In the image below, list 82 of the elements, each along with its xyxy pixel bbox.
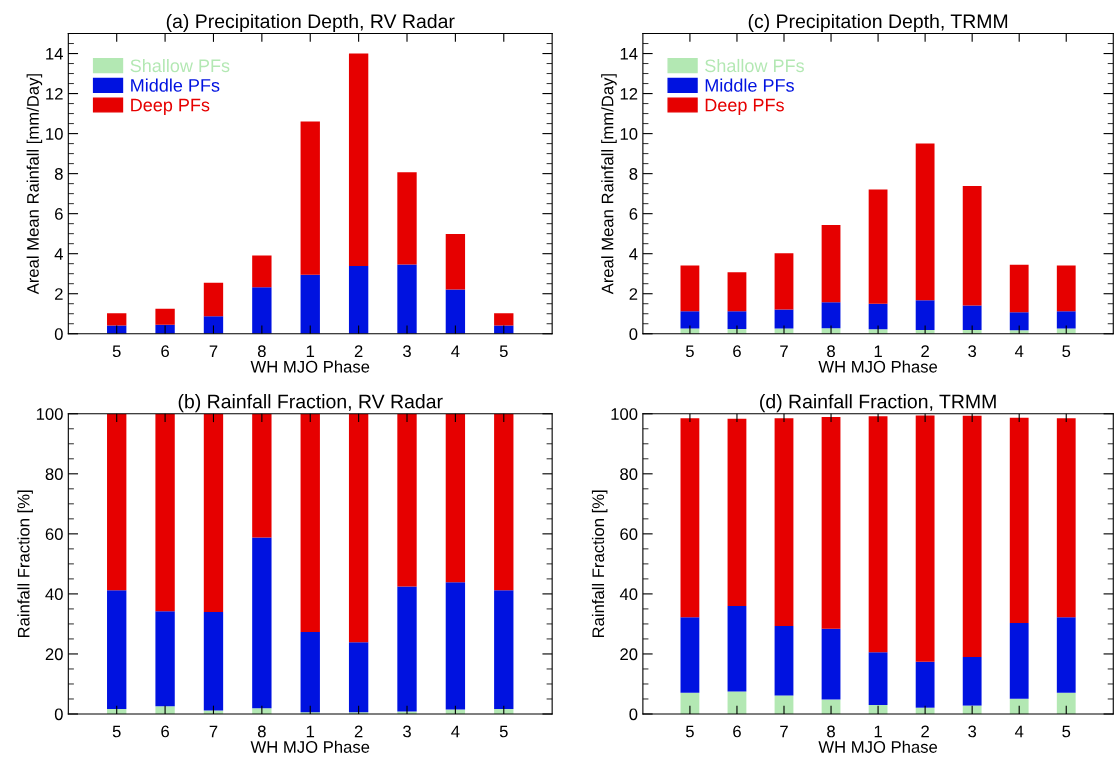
x-tick-label: 8 xyxy=(827,725,835,738)
x-axis-title: WH MJO Phase xyxy=(818,740,938,753)
legend-label: Deep PFs xyxy=(131,98,210,115)
x-tick-label: 7 xyxy=(209,725,218,738)
y-tick-label: 60 xyxy=(45,528,63,541)
y-tick-label: 40 xyxy=(45,588,63,601)
legend-label: Middle PFs xyxy=(131,78,220,92)
x-tick-label: 6 xyxy=(161,345,169,358)
y-tick-label: 14 xyxy=(46,48,63,60)
x-tick-label: 4 xyxy=(1014,345,1024,357)
x-tick-label: 8 xyxy=(827,345,835,358)
x-tick-label: 1 xyxy=(874,725,882,738)
x-tick-label: 5 xyxy=(1062,345,1071,358)
x-tick-label: 5 xyxy=(1062,725,1071,738)
x-tick-label: 3 xyxy=(968,725,977,738)
legend-label: Shallow PFs xyxy=(130,58,230,73)
y-tick-label: 8 xyxy=(629,168,638,180)
y-tick-label: 8 xyxy=(54,168,63,180)
y-tick-label: 2 xyxy=(55,288,63,300)
x-tick-label: 3 xyxy=(403,345,411,358)
x-tick-label: 5 xyxy=(499,725,508,738)
x-tick-label: 7 xyxy=(209,345,218,357)
x-tick-label: 6 xyxy=(733,725,741,738)
x-axis-title: WH MJO Phase xyxy=(250,740,370,753)
y-axis-title: Rainfall Fraction [%] xyxy=(591,490,608,638)
x-tick-label: 3 xyxy=(968,345,977,358)
x-tick-label: 6 xyxy=(733,345,741,358)
chart-title: (a) Precipitation Depth, RV Radar xyxy=(166,13,455,33)
x-tick-label: 8 xyxy=(257,725,266,738)
y-tick-label: 20 xyxy=(620,648,638,661)
x-tick-label: 7 xyxy=(780,345,788,357)
y-tick-label: 80 xyxy=(45,468,63,481)
legend-label: Shallow PFs xyxy=(705,58,804,73)
y-tick-label: 80 xyxy=(620,468,638,481)
y-axis-title: Rainfall Fraction [%] xyxy=(17,490,33,638)
y-tick-label: 10 xyxy=(620,128,638,140)
y-tick-label: 0 xyxy=(54,708,63,721)
legend-label: Middle PFs xyxy=(705,78,794,92)
x-axis-title: WH MJO Phase xyxy=(818,360,938,373)
y-tick-label: 4 xyxy=(54,248,63,260)
y-tick-label: 14 xyxy=(620,48,638,60)
x-tick-label: 3 xyxy=(403,725,411,738)
x-tick-label: 2 xyxy=(921,725,929,738)
x-tick-label: 2 xyxy=(354,345,363,357)
x-tick-label: 7 xyxy=(780,725,788,738)
y-tick-label: 100 xyxy=(611,408,638,420)
y-tick-label: 20 xyxy=(45,648,63,661)
y-axis-title: Areal Mean Rainfall [mm/Day] xyxy=(26,74,43,295)
legend-label: Deep PFs xyxy=(705,98,784,115)
y-tick-label: 40 xyxy=(619,588,638,601)
x-tick-label: 1 xyxy=(306,345,315,357)
x-tick-label: 4 xyxy=(451,345,460,357)
chart-title: (d) Rainfall Fraction, TRMM xyxy=(760,394,996,413)
y-tick-label: 0 xyxy=(629,328,638,340)
x-tick-label: 1 xyxy=(306,725,315,738)
y-tick-label: 2 xyxy=(629,288,638,300)
x-tick-label: 2 xyxy=(921,345,929,357)
x-tick-label: 4 xyxy=(1014,725,1024,738)
chart-title: (b) Rainfall Fraction, RV Radar xyxy=(178,394,443,413)
x-tick-label: 6 xyxy=(161,725,169,738)
x-axis-title: WH MJO Phase xyxy=(250,360,370,373)
y-tick-label: 6 xyxy=(55,208,63,220)
y-tick-label: 100 xyxy=(36,408,63,420)
x-tick-label: 5 xyxy=(685,725,694,738)
x-tick-label: 5 xyxy=(112,345,121,358)
x-tick-label: 5 xyxy=(499,345,508,358)
x-tick-label: 2 xyxy=(354,725,363,738)
y-tick-label: 0 xyxy=(54,328,63,340)
x-tick-label: 1 xyxy=(874,345,882,357)
y-tick-label: 12 xyxy=(620,87,638,100)
y-tick-label: 12 xyxy=(46,87,63,100)
y-tick-label: 60 xyxy=(620,528,638,541)
y-tick-label: 10 xyxy=(46,128,63,140)
x-tick-label: 4 xyxy=(451,725,460,738)
x-tick-label: 8 xyxy=(257,345,266,358)
x-tick-label: 5 xyxy=(685,345,694,358)
chart-title: (c) Precipitation Depth, TRMM xyxy=(748,13,1008,33)
y-tick-label: 4 xyxy=(629,248,638,260)
y-tick-label: 0 xyxy=(629,708,638,721)
y-axis-title: Areal Mean Rainfall [mm/Day] xyxy=(601,74,617,295)
x-tick-label: 5 xyxy=(112,725,121,738)
y-tick-label: 6 xyxy=(629,208,638,220)
